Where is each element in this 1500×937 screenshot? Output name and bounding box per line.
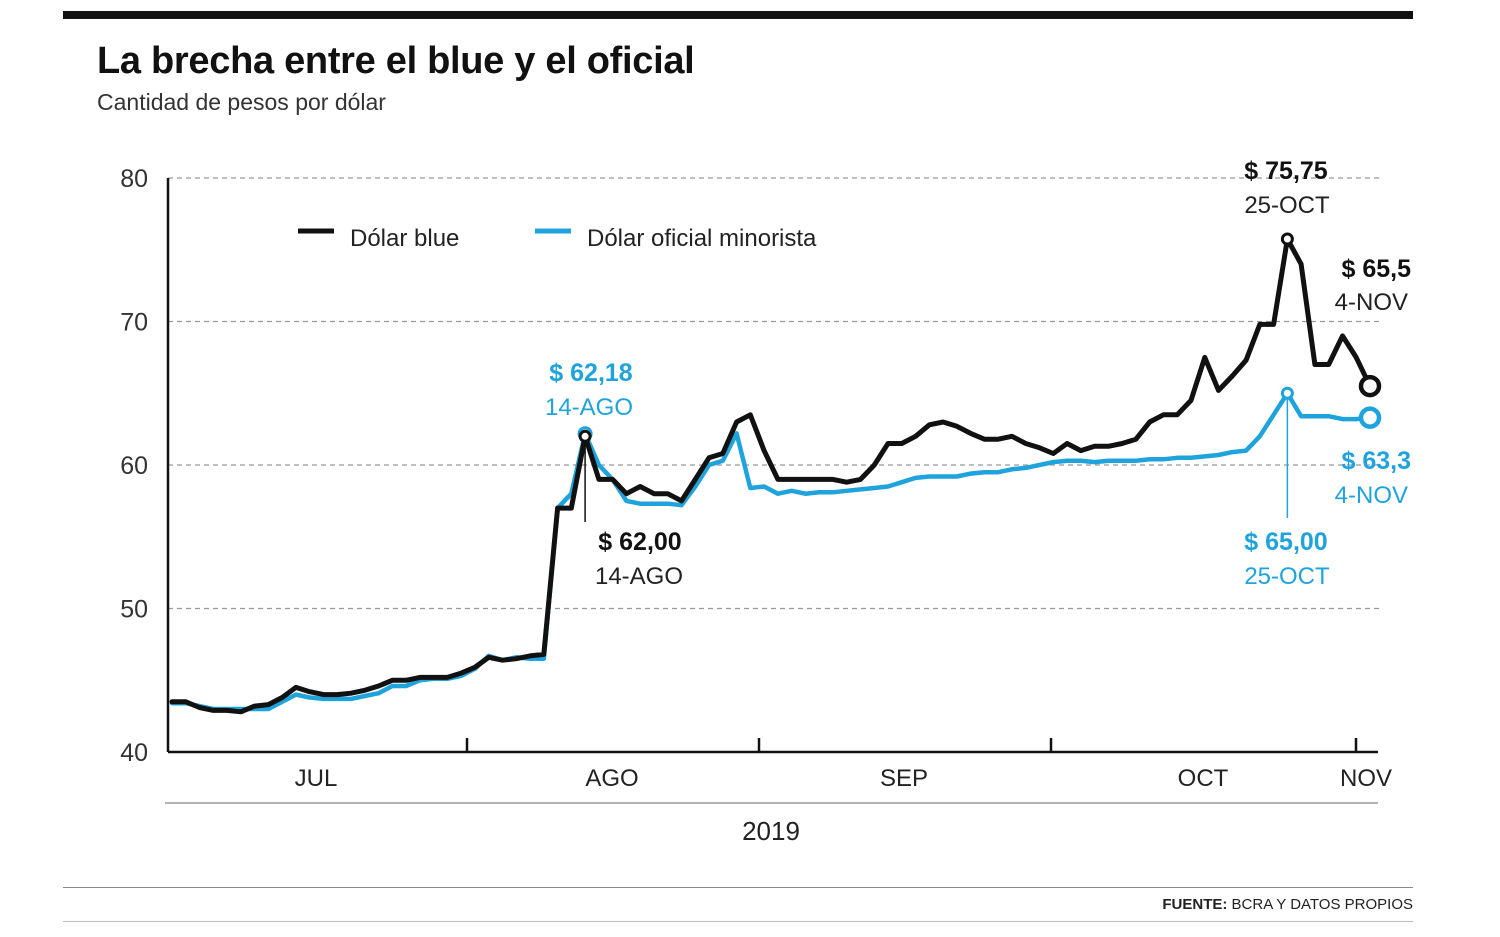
y-tick-label: 70 xyxy=(120,309,148,337)
year-label: 2019 xyxy=(742,816,800,846)
series-line-dolar-blue xyxy=(169,236,1373,715)
line-chart: 80 70 60 50 40 JUL AGO SEP OCT NOV 2019 Dólar bl… xyxy=(120,157,1411,846)
marker-official-nov xyxy=(1358,406,1382,429)
annotation-official-nov-date: 4-NOV xyxy=(1335,482,1408,509)
annotation-blue-nov-value: $ 65,5 xyxy=(1341,255,1411,283)
x-axis-month-labels: JUL AGO SEP OCT NOV xyxy=(295,765,1392,792)
x-tick-label-sep: SEP xyxy=(880,765,928,792)
chart-title: La brecha entre el blue y el oficial xyxy=(97,40,695,82)
y-axis-ticks: 80 70 60 50 40 xyxy=(120,165,148,767)
annotation-blue-oct-value: $ 75,75 xyxy=(1244,157,1328,185)
top-rule xyxy=(63,11,1413,19)
annotation-markers xyxy=(577,232,1382,522)
gridlines xyxy=(168,177,1380,610)
x-tick-label-oct: OCT xyxy=(1178,765,1229,792)
legend: Dólar blue Dólar oficial minorista xyxy=(298,225,817,252)
annotation-blue-aug-date: 14-AGO xyxy=(595,563,683,590)
month-dividers xyxy=(465,738,1358,752)
series-line-dolar-oficial xyxy=(169,391,1373,712)
x-tick-label-jul: JUL xyxy=(295,765,338,792)
chart-subtitle: Cantidad de pesos por dólar xyxy=(97,89,386,115)
y-tick-label: 80 xyxy=(120,165,148,193)
marker-blue-oct xyxy=(1280,232,1294,246)
series-lines xyxy=(169,236,1373,715)
annotation-official-aug-date: 14-AGO xyxy=(545,394,633,421)
source-note: FUENTE: BCRA Y DATOS PROPIOS xyxy=(1162,896,1413,913)
x-tick-label-ago: AGO xyxy=(585,765,638,792)
y-tick-label: 50 xyxy=(120,596,148,624)
source-label: FUENTE: xyxy=(1162,896,1228,913)
source-text: BCRA Y DATOS PROPIOS xyxy=(1231,896,1413,913)
annotation-blue-aug-value: $ 62,00 xyxy=(598,528,681,556)
marker-blue-aug xyxy=(578,429,592,443)
annotation-official-nov-value: $ 63,3 xyxy=(1341,447,1411,475)
y-tick-label: 40 xyxy=(120,739,148,767)
marker-official-oct xyxy=(1280,386,1294,400)
legend-label-blue: Dólar blue xyxy=(350,225,459,252)
annotation-official-oct-value: $ 65,00 xyxy=(1244,528,1327,556)
footer-rule-bottom xyxy=(63,921,1413,922)
annotations: $ 62,18 14-AGO $ 62,00 14-AGO $ 75,75 25… xyxy=(545,157,1411,590)
annotation-blue-oct-date: 25-OCT xyxy=(1244,192,1330,219)
annotation-official-aug-value: $ 62,18 xyxy=(549,359,633,387)
y-tick-label: 60 xyxy=(120,452,148,480)
marker-blue-nov xyxy=(1358,374,1382,398)
annotation-official-oct-date: 25-OCT xyxy=(1244,563,1330,590)
legend-label-official: Dólar oficial minorista xyxy=(587,225,817,252)
footer-rule-top xyxy=(63,887,1413,888)
x-tick-label-nov: NOV xyxy=(1340,765,1392,792)
annotation-blue-nov-date: 4-NOV xyxy=(1335,289,1408,316)
